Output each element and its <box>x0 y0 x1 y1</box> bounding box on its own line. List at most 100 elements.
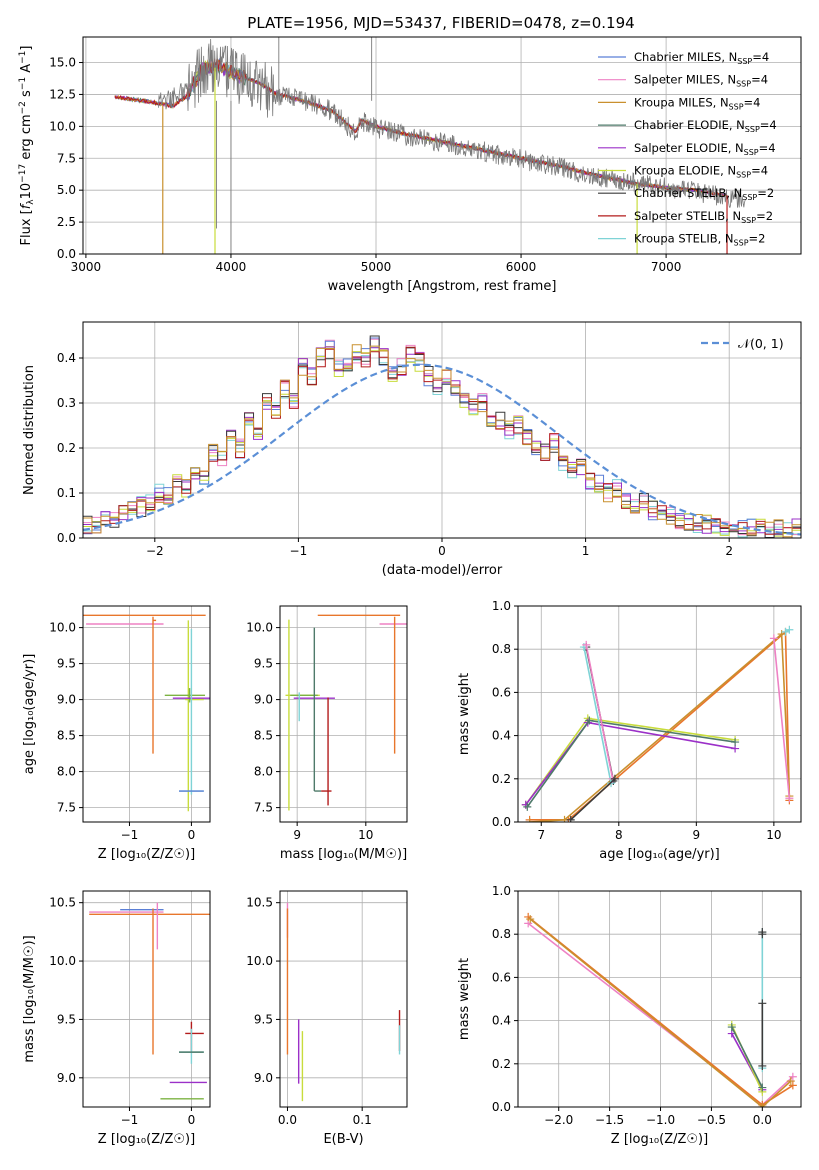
x-tick-label: 0 <box>188 1113 196 1127</box>
y-tick-label: 9.5 <box>254 657 273 671</box>
x-axis-label: age [log₁₀(age/yr)] <box>599 847 720 862</box>
panel-residuals: −2 −1 0 1 2 0.0 0.1 0.2 0.3 0.4 (data-model)/error… <box>22 321 802 578</box>
axes-frame <box>82 890 211 1108</box>
x-tick-label: −1 <box>290 544 308 558</box>
legend-entry: Salpeter MILES, NSSP=4 <box>634 73 768 89</box>
gaussian-curve <box>83 363 801 536</box>
y-tick-label: 9.5 <box>254 1012 273 1026</box>
legend-entry: Chabrier STELIB, NSSP=2 <box>634 186 774 202</box>
legend-name: Kroupa MILES, N <box>634 95 729 109</box>
gridlines <box>83 322 801 539</box>
weight-marker <box>758 930 767 939</box>
legend-name: Chabrier STELIB, N <box>634 186 742 200</box>
legend-value: =4 <box>759 141 776 155</box>
weight-line <box>525 717 736 806</box>
legend-entry: Salpeter ELODIE, NSSP=4 <box>634 141 776 157</box>
weight-marker <box>610 774 619 783</box>
weight-marker <box>731 738 740 747</box>
x-tick-label: −1.5 <box>595 1113 624 1127</box>
y-tick-label: 10.5 <box>246 896 273 910</box>
x-tick-label: 10 <box>358 828 373 842</box>
y-tick-label: 8.5 <box>254 729 273 743</box>
axes-frame <box>279 605 408 823</box>
weight-line <box>773 638 791 799</box>
y-tick-label: 10.5 <box>49 896 76 910</box>
y-axis-label: age [log₁₀(age/yr)] <box>22 654 37 775</box>
gridlines <box>83 891 210 1107</box>
weight-marker <box>525 818 534 822</box>
legend-sub: SSP <box>742 193 757 202</box>
weight-marker <box>788 1072 797 1081</box>
legend-entry: Chabrier ELODIE, NSSP=4 <box>634 118 777 134</box>
y-tick-label: 0.6 <box>492 970 511 984</box>
x-tick-label: −0.5 <box>697 1113 726 1127</box>
weight-marker <box>785 794 794 803</box>
y-tick-label: 1.0 <box>492 599 511 613</box>
y-tick-label: 10.0 <box>49 621 76 635</box>
x-tick-label: 8 <box>615 828 623 842</box>
axes-frame <box>517 605 802 823</box>
x-tick-label: 5000 <box>361 260 392 274</box>
legend-entry: Chabrier MILES, NSSP=4 <box>634 50 769 66</box>
weight-line <box>570 778 616 821</box>
y-tick-label: 7.5 <box>57 801 76 815</box>
y-tick-label: 9.5 <box>57 1012 76 1026</box>
legend-value: =4 <box>751 73 768 87</box>
x-tick-label: 9 <box>693 828 701 842</box>
axes-frame <box>517 890 802 1108</box>
panel-age-vs-mass: 9 10 7.5 8.0 8.5 9.0 9.5 10.0 mass [log₁₀(M/M☉)] <box>246 605 408 862</box>
y-tick-label: 1.0 <box>492 884 511 898</box>
x-tick-label: 0 <box>438 544 446 558</box>
x-tick-label: 6000 <box>506 260 537 274</box>
legend-sub: SSP <box>736 80 751 89</box>
legend-sub: SSP <box>729 102 744 111</box>
data-spectrum <box>158 39 746 209</box>
y-axis-label: Normed distribution <box>22 365 37 495</box>
x-tick-label: −1 <box>121 828 139 842</box>
legend-name: Kroupa ELODIE, N <box>634 164 736 178</box>
y-tick-label: 9.0 <box>57 1071 76 1085</box>
legend-sub: SSP <box>744 148 759 157</box>
legend-entry: Kroupa ELODIE, NSSP=4 <box>634 164 768 180</box>
x-tick-label: 0.0 <box>278 1113 297 1127</box>
weight-marker <box>785 625 794 634</box>
weight-marker <box>758 1061 767 1070</box>
histogram-step <box>83 344 801 538</box>
y-tick-label: 2.5 <box>57 215 76 229</box>
panel-massweight-vs-age: 7 8 9 10 0.0 0.2 0.4 0.6 0.8 1.0 age [log₁₀(age/yr… <box>457 599 802 862</box>
legend-entry: Kroupa STELIB, NSSP=2 <box>634 232 765 248</box>
x-tick-label: 1 <box>582 544 590 558</box>
plot-area <box>89 902 210 1100</box>
y-label-part: −1 <box>18 77 28 90</box>
y-tick-label: 0.0 <box>57 531 76 545</box>
legend-value: =4 <box>744 95 761 109</box>
legend-sub: SSP <box>745 125 760 134</box>
x-tick-label: 0.0 <box>753 1113 772 1127</box>
weight-marker <box>758 1083 767 1092</box>
y-label-part: −1 <box>18 51 28 64</box>
panel-mass-vs-EBV: 0.0 0.1 9.0 9.5 10.0 10.5 E(B-V) <box>246 890 408 1147</box>
y-axis-label: Flux [fλ10−17 erg cm−2 s−1 A−1] <box>18 46 36 246</box>
y-tick-label: 12.5 <box>49 87 76 101</box>
y-tick-label: 9.0 <box>254 1071 273 1085</box>
y-label-part: erg cm <box>19 114 34 163</box>
legend-entry: Kroupa MILES, NSSP=4 <box>634 95 760 111</box>
axes-frame <box>279 890 408 1108</box>
y-label-part: s <box>19 90 34 101</box>
legend-name: Chabrier MILES, N <box>634 50 737 64</box>
y-axis-label: mass weight <box>457 958 472 1040</box>
y-tick-label: 0.0 <box>492 1100 511 1114</box>
plot-area <box>286 902 401 1102</box>
y-axis-label: mass weight <box>457 673 472 755</box>
weight-marker <box>566 815 575 822</box>
weight-marker <box>769 634 778 643</box>
y-tick-label: 10.0 <box>246 954 273 968</box>
y-tick-label: 0.8 <box>492 642 511 656</box>
legend-sub: SSP <box>734 239 749 248</box>
legend-name: Chabrier ELODIE, N <box>634 118 745 132</box>
legend-entry: Salpeter STELIB, NSSP=2 <box>634 209 773 225</box>
plot-area <box>114 37 746 254</box>
weight-line <box>529 630 791 821</box>
